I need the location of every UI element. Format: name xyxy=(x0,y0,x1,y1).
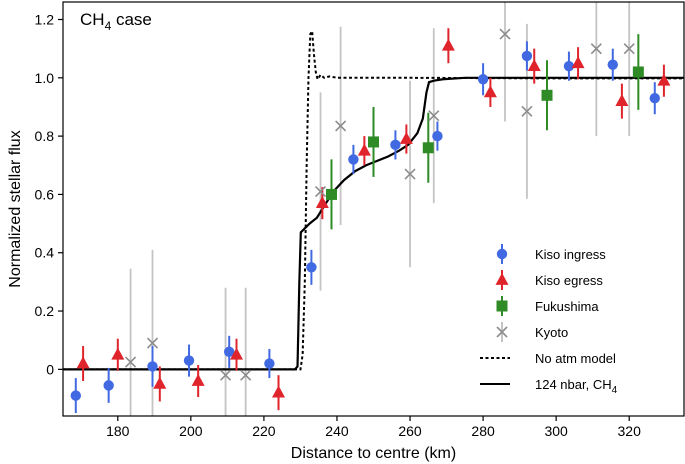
legend-kiso-ingress-swatch xyxy=(496,248,508,260)
legend-124-nbar-ch4: 124 nbar, CH4 xyxy=(480,377,618,396)
legend-kyoto-label: Kyoto xyxy=(535,325,568,340)
kiso-ingress-point xyxy=(147,361,158,372)
y-tick-label: 0 xyxy=(46,361,54,377)
y-tick-label: 1.2 xyxy=(35,11,55,27)
kyoto-point xyxy=(428,110,440,122)
fukushima-point xyxy=(422,142,434,154)
x-tick-label: 240 xyxy=(325,423,349,439)
kiso-ingress-point xyxy=(183,355,195,366)
kiso-egress-point xyxy=(571,56,585,69)
x-tick-label: 180 xyxy=(106,423,130,439)
y-tick-label: 0.2 xyxy=(35,303,55,319)
legend-fukushima-swatch xyxy=(496,300,508,312)
kyoto-point xyxy=(404,168,416,180)
kiso-egress-point xyxy=(76,356,90,369)
kiso-egress-point xyxy=(191,373,205,386)
x-tick-label: 220 xyxy=(252,423,276,439)
y-tick-label: 0.6 xyxy=(35,186,55,202)
kiso-ingress-point xyxy=(477,74,489,85)
kiso-egress-point xyxy=(111,347,125,360)
fukushima-point xyxy=(325,188,337,200)
kiso-egress-point xyxy=(527,58,541,72)
kiso-egress-point xyxy=(615,93,629,107)
legend: Kiso ingress Kiso egress Fukushima Kyoto No … xyxy=(480,244,618,396)
x-tick-label: 260 xyxy=(398,423,422,439)
kiso-egress-point xyxy=(315,196,329,209)
nbar-ch4-model-line xyxy=(63,76,684,371)
kiso-ingress-point xyxy=(521,50,533,62)
kiso-ingress-point xyxy=(563,60,575,72)
kiso-ingress-point xyxy=(264,358,275,369)
kiso-ingress-point xyxy=(103,380,114,391)
data-layer xyxy=(63,2,684,416)
x-tick-label: 300 xyxy=(544,423,568,439)
x-tick-label: 280 xyxy=(471,423,495,439)
chart-title-text: CH4 case xyxy=(80,10,152,33)
legend-fukushima-label: Fukushima xyxy=(535,299,599,314)
kyoto-point xyxy=(335,120,347,132)
kyoto-point xyxy=(499,28,511,40)
kyoto-point xyxy=(590,43,602,55)
legend-kyoto: Kyoto xyxy=(496,322,568,342)
fukushima-point xyxy=(541,89,553,101)
kiso-ingress-point xyxy=(607,59,618,70)
legend-no-atm-model: No atm model xyxy=(480,351,616,366)
x-axis-label: Distance to centre (km) xyxy=(291,445,456,462)
kyoto-point xyxy=(146,337,159,349)
legend-no-atm-model-label: No atm model xyxy=(535,351,616,366)
legend-kiso-egress-swatch xyxy=(495,272,509,285)
kyoto-point xyxy=(314,185,327,198)
kiso-ingress-point xyxy=(70,390,81,401)
y-tick-label: 0.4 xyxy=(35,245,55,261)
fukushima-point xyxy=(632,66,644,78)
legend-kiso-ingress: Kiso ingress xyxy=(496,244,606,264)
legend-kiso-egress-label: Kiso egress xyxy=(535,273,603,288)
kyoto-point xyxy=(125,356,137,368)
legend-kiso-ingress-label: Kiso ingress xyxy=(535,247,606,262)
y-tick-label: 0.8 xyxy=(35,128,55,144)
kiso-egress-point xyxy=(657,73,671,86)
kiso-ingress-point xyxy=(432,130,443,142)
kiso-egress-point xyxy=(230,347,244,360)
kiso-ingress-point xyxy=(306,262,317,273)
chart-title: CH4 case xyxy=(80,10,152,33)
kiso-egress-point xyxy=(153,376,167,389)
y-axis-label: Normalized stellar flux xyxy=(7,130,24,287)
kiso-ingress-point xyxy=(348,154,359,165)
kyoto-point xyxy=(240,369,252,381)
plot-frame xyxy=(62,1,685,417)
kiso-egress-point xyxy=(357,143,371,156)
kiso-ingress-point xyxy=(390,139,401,151)
legend-kiso-egress: Kiso egress xyxy=(495,270,603,290)
kyoto-point xyxy=(623,43,635,55)
kiso-egress-point xyxy=(441,38,455,51)
legend-124-nbar-ch4-label: 124 nbar, CH4 xyxy=(535,377,618,396)
fukushima-point xyxy=(368,136,379,148)
kiso-egress-point xyxy=(272,385,286,398)
kiso-egress-point xyxy=(399,131,413,144)
axes: 180 200 220 240 260 280 300 320 0 0.2 0.4 0.6 0.8 1.0… xyxy=(35,1,685,439)
kyoto-point xyxy=(521,105,533,117)
kiso-ingress-point xyxy=(224,346,235,358)
kiso-egress-point xyxy=(483,85,497,98)
legend-fukushima: Fukushima xyxy=(496,296,599,316)
y-tick-label: 1.0 xyxy=(35,70,55,86)
x-tick-label: 200 xyxy=(179,423,203,439)
legend-kyoto-swatch xyxy=(496,326,508,338)
x-tick-label: 320 xyxy=(618,423,642,439)
kyoto-point xyxy=(219,369,232,381)
kiso-ingress-point xyxy=(649,93,660,104)
no-atm-model-line xyxy=(63,28,684,371)
